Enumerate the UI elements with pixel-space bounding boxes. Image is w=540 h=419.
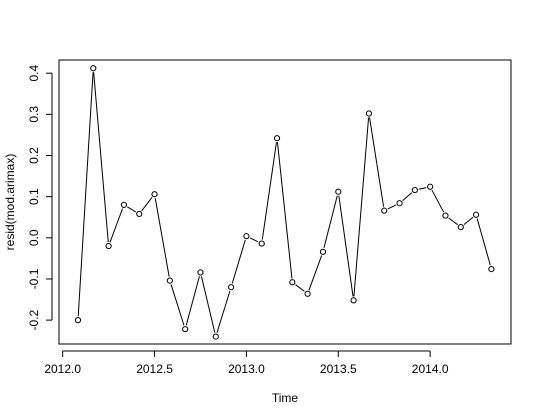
x-tick-label: 2014.0 — [412, 362, 449, 376]
data-point — [396, 200, 403, 207]
data-point — [90, 65, 97, 72]
data-point — [136, 210, 143, 218]
data-point — [228, 284, 235, 291]
data-point — [442, 212, 449, 219]
series-segment — [249, 237, 259, 243]
series-segment — [200, 276, 216, 333]
x-tick-label: 2013.0 — [228, 362, 265, 376]
plot-frame — [58, 59, 512, 345]
series-segment — [323, 195, 338, 249]
y-tick-label: 0.4 — [27, 65, 41, 82]
x-tick-label: 2012.0 — [44, 362, 81, 376]
y-tick-label: 0.1 — [27, 188, 41, 205]
y-tick-label: -0.1 — [27, 268, 41, 289]
data-point — [166, 277, 173, 284]
series-segment — [308, 255, 323, 291]
chart-marks: 2012.0 2012.5 2013.0 2013.5 2014.0 -0.2 -0.1 0.… — [27, 65, 495, 376]
data-point — [197, 269, 204, 276]
series-segment — [170, 284, 185, 326]
series-segment — [154, 198, 170, 277]
series-segment — [231, 239, 246, 284]
data-point — [472, 211, 480, 218]
data-point — [411, 186, 418, 194]
series-segment — [387, 204, 397, 210]
data-point — [381, 207, 388, 214]
data-point — [243, 233, 250, 240]
data-point — [120, 201, 128, 208]
series-segment — [402, 192, 413, 202]
series-segment — [448, 217, 458, 226]
series-segment — [353, 117, 370, 297]
data-point — [427, 183, 434, 190]
y-tick-label: 0.0 — [27, 229, 41, 246]
data-point — [335, 188, 342, 195]
y-tick-label: 0.3 — [27, 106, 41, 123]
y-axis-label: resid(mod.arimax) — [3, 154, 17, 251]
data-point — [74, 317, 82, 324]
y-tick-label: -0.2 — [27, 309, 41, 330]
data-point — [319, 248, 327, 255]
series-segment — [93, 72, 109, 243]
series-segment — [369, 117, 385, 207]
data-point — [488, 265, 495, 273]
series-segment — [295, 284, 305, 292]
series-segment — [431, 190, 445, 213]
data-point — [457, 224, 464, 231]
series-segment — [216, 290, 231, 333]
data-point — [304, 290, 311, 297]
data-point — [182, 326, 189, 333]
series-segment — [476, 218, 491, 266]
series-segment — [185, 276, 200, 326]
series-segment — [338, 195, 354, 297]
series-segment — [276, 142, 293, 279]
data-point — [258, 240, 265, 247]
data-point — [151, 191, 158, 198]
series-segment — [77, 72, 94, 317]
series-segment — [127, 206, 137, 213]
data-point — [365, 110, 373, 117]
x-tick-label: 2013.5 — [320, 362, 357, 376]
series-segment — [109, 208, 123, 243]
y-tick-label: 0.2 — [27, 147, 41, 164]
data-point — [350, 297, 357, 304]
data-point — [273, 135, 281, 142]
series-segment — [261, 142, 277, 240]
series-segment — [141, 197, 153, 212]
x-axis-label: Time — [272, 391, 299, 405]
series-segment — [418, 187, 427, 190]
data-point — [212, 333, 219, 340]
x-tick-label: 2012.5 — [136, 362, 173, 376]
data-point — [105, 242, 112, 250]
data-point — [289, 279, 296, 286]
series-segment — [463, 216, 474, 225]
